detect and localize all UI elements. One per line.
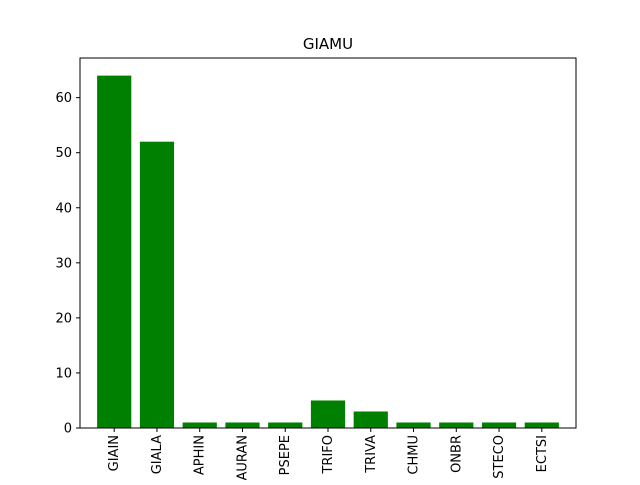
y-tick-label: 0 xyxy=(64,422,72,437)
bar-chmu xyxy=(396,422,431,428)
y-axis: 0 10 20 30 40 50 60 xyxy=(55,91,80,437)
y-tick-label: 20 xyxy=(55,311,72,326)
x-tick-label: ECTSI xyxy=(535,435,550,472)
x-tick-label: APHIN xyxy=(193,435,208,475)
x-tick-label: STECO xyxy=(492,435,507,479)
plot-frame xyxy=(79,57,577,429)
bar-triva xyxy=(353,411,388,428)
y-tick-label: 40 xyxy=(55,201,72,216)
bar-auran xyxy=(225,422,260,428)
x-tick-label: TRIFO xyxy=(321,435,336,475)
x-tick-label: CHMU xyxy=(407,435,422,475)
bar-giala xyxy=(139,141,175,428)
bar-giain xyxy=(97,75,132,428)
x-tick-label: TRIVA xyxy=(364,435,379,474)
bars-layer xyxy=(97,75,559,428)
bar-psepe xyxy=(268,422,303,428)
x-tick-label: GIAIN xyxy=(107,435,122,471)
x-axis: GIAIN GIALA APHIN AURAN PSEPE TRIFO TRIVA CHMU O… xyxy=(107,428,550,480)
x-tick-label: AURAN xyxy=(235,435,250,480)
bar-ectsi xyxy=(524,422,559,428)
chart-title: GIAMU xyxy=(303,35,353,53)
y-tick-label: 60 xyxy=(55,91,72,106)
bar-trifo xyxy=(310,400,346,428)
y-tick-label: 50 xyxy=(55,146,72,161)
bar-aphin xyxy=(182,422,217,428)
y-tick-label: 30 xyxy=(55,256,72,271)
x-tick-label: GIALA xyxy=(150,435,165,474)
x-tick-label: PSEPE xyxy=(278,435,293,475)
bar-steco xyxy=(481,422,517,428)
bar-onbr xyxy=(439,422,474,428)
y-tick-label: 10 xyxy=(55,366,72,381)
x-tick-label: ONBR xyxy=(449,435,464,473)
